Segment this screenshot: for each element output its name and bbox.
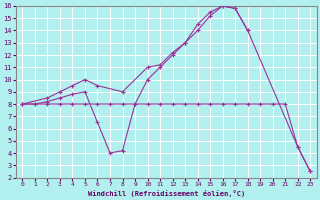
- X-axis label: Windchill (Refroidissement éolien,°C): Windchill (Refroidissement éolien,°C): [88, 190, 245, 197]
